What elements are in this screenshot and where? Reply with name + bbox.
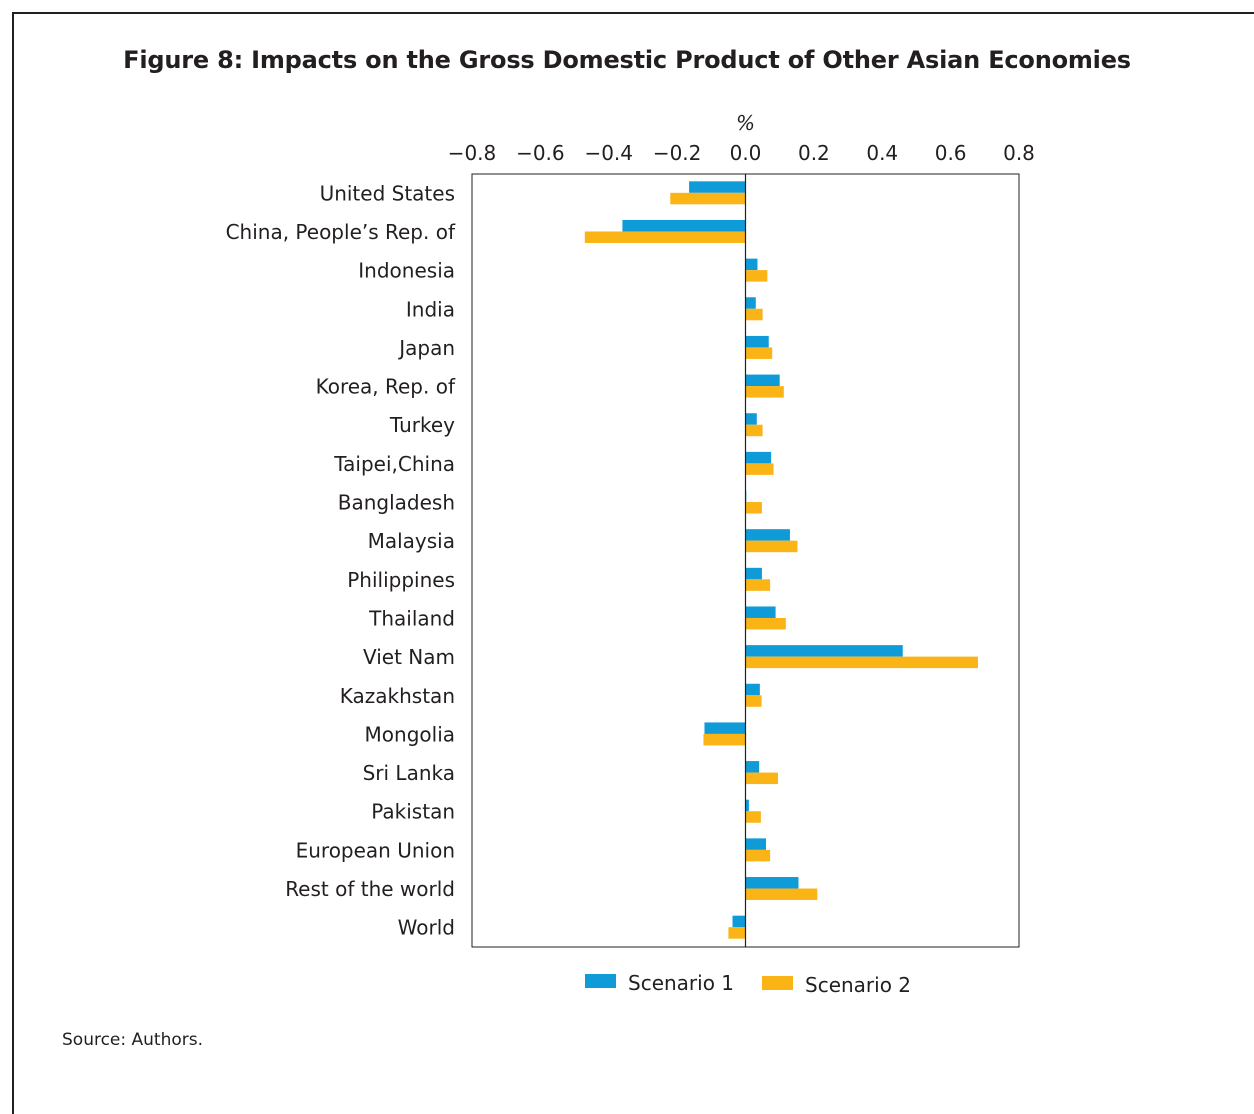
bar-1: [745, 374, 780, 387]
category-label: Kazakhstan: [340, 684, 455, 708]
bar-2: [745, 772, 778, 785]
bar-1: [745, 567, 762, 580]
bar-2: [745, 502, 762, 514]
bar-2: [670, 192, 746, 205]
legend-swatch-2: [762, 976, 793, 990]
bar-chart: % −0.8 −0.6 −0.4 −0.2 0.0 0.2 0.4 0.6 0.8 United S…: [226, 111, 1035, 997]
category-label: Bangladesh: [338, 491, 455, 515]
bar-1: [745, 451, 772, 464]
bar-1: [732, 915, 746, 928]
x-tick-label: 0.6: [935, 141, 967, 165]
x-tick-label: 0.8: [1003, 141, 1035, 165]
source-note: Source: Authors.: [62, 1030, 204, 1050]
category-label: Taipei,China: [333, 452, 455, 476]
bar-2: [745, 424, 763, 437]
bar-2: [745, 579, 771, 591]
category-label: United States: [320, 181, 455, 205]
category-label: India: [406, 297, 455, 321]
bar-2: [584, 231, 746, 243]
bar-2: [745, 540, 798, 553]
x-tick-label: −0.4: [584, 141, 633, 165]
bar-2: [745, 347, 773, 359]
bar-2: [745, 811, 761, 823]
x-tick-label: −0.6: [516, 141, 565, 165]
bar-1: [745, 799, 749, 812]
bar-2: [745, 849, 771, 862]
category-label: European Union: [296, 838, 455, 862]
category-label: Sri Lanka: [363, 761, 455, 785]
bar-2: [745, 888, 818, 901]
x-tick-label: −0.8: [448, 141, 497, 165]
bar-2: [745, 308, 763, 321]
bar-2: [745, 463, 774, 475]
category-label: Turkey: [389, 413, 455, 437]
bar-2: [745, 656, 978, 669]
category-label: Pakistan: [371, 800, 455, 824]
figure-title: Figure 8: Impacts on the Gross Domestic …: [123, 46, 1131, 74]
bar-1: [745, 335, 769, 348]
bar-1: [622, 219, 746, 232]
x-tick-label: −0.2: [653, 141, 702, 165]
bar-2: [728, 927, 746, 939]
bar-1: [745, 258, 758, 271]
bar-1: [745, 683, 760, 696]
bar-1: [704, 722, 746, 734]
category-label: China, People’s Rep. of: [226, 220, 456, 244]
category-label: Thailand: [368, 606, 455, 630]
bar-1: [689, 181, 746, 193]
category-label: Rest of the world: [285, 877, 455, 901]
bar-1: [745, 606, 776, 618]
bar-2: [703, 733, 746, 746]
bar-1: [745, 529, 790, 541]
legend-label-2: Scenario 2: [805, 973, 911, 997]
category-label: Indonesia: [358, 259, 455, 283]
figure-frame: [12, 12, 1254, 1114]
legend-label-1: Scenario 1: [628, 971, 734, 995]
bar-1: [745, 413, 757, 425]
x-axis-unit-label: %: [736, 111, 755, 135]
bar-1: [745, 645, 903, 657]
category-label: Viet Nam: [363, 645, 455, 669]
bar-2: [745, 270, 768, 282]
category-label: Korea, Rep. of: [316, 375, 456, 399]
bar-2: [745, 695, 762, 707]
category-label: World: [398, 916, 455, 940]
legend-swatch-1: [585, 974, 616, 988]
x-tick-label: 0.0: [730, 141, 762, 165]
bar-1: [745, 761, 760, 773]
x-tick-label: 0.4: [866, 141, 898, 165]
bar-2: [745, 386, 784, 398]
category-label: Mongolia: [365, 722, 455, 746]
bar-1: [745, 297, 756, 309]
category-label: Malaysia: [368, 529, 455, 553]
bar-2: [745, 617, 786, 630]
bar-1: [745, 838, 767, 850]
x-tick-label: 0.2: [798, 141, 830, 165]
category-label: Japan: [397, 336, 455, 360]
category-label: Philippines: [347, 568, 455, 592]
bar-1: [745, 877, 799, 889]
